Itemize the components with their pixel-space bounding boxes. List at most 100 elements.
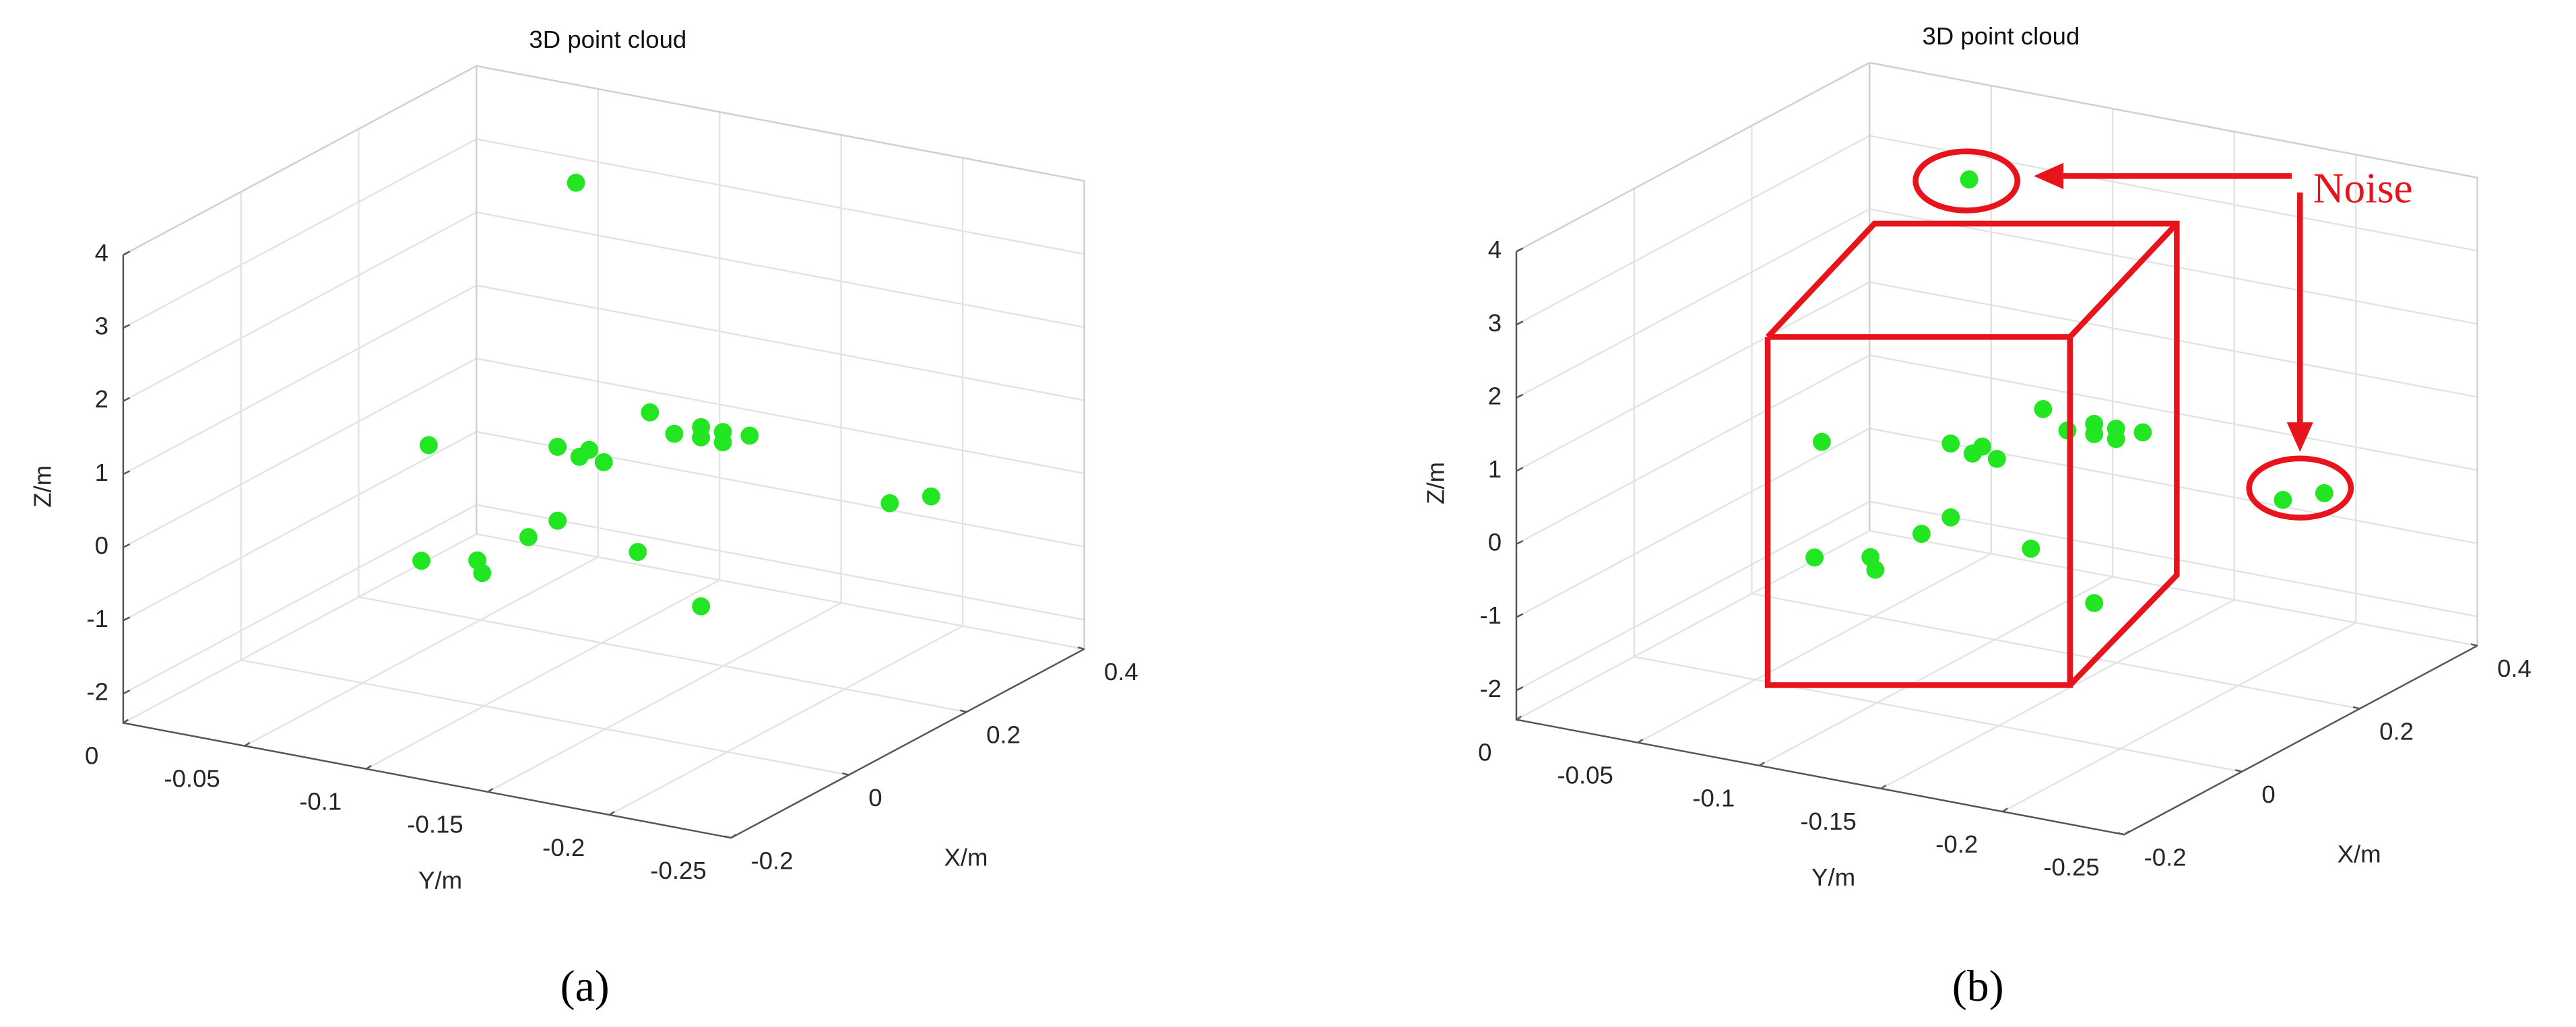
point <box>1866 560 1885 579</box>
tick-mark <box>244 741 251 747</box>
point <box>548 438 567 456</box>
point <box>548 511 567 530</box>
point <box>2315 484 2333 502</box>
point <box>713 433 732 452</box>
y-tick-label: -0.25 <box>2043 853 2099 881</box>
z-tick-label: 4 <box>95 239 108 267</box>
x-axis-label: X/m <box>2338 840 2381 868</box>
tick-mark <box>1516 247 1524 253</box>
point <box>1912 525 1931 543</box>
chart-title: 3D point cloud <box>529 26 686 53</box>
grid-line <box>1516 63 1871 721</box>
z-tick-label: 2 <box>1488 382 1502 409</box>
grid-line <box>244 89 599 747</box>
grid-line <box>1637 86 1993 743</box>
y-tick-label: -0.1 <box>299 788 342 816</box>
x-tick-label: 0.2 <box>2379 718 2414 746</box>
x-tick-label: 0 <box>868 784 882 811</box>
point <box>1813 432 1831 451</box>
x-tick-label: -0.2 <box>751 847 794 874</box>
grid-line <box>609 158 964 816</box>
point <box>567 173 585 192</box>
tick-mark <box>487 787 494 793</box>
x-tick-label: 0.4 <box>2497 655 2532 682</box>
point <box>692 428 711 446</box>
y-tick-label: -0.2 <box>542 834 585 861</box>
tick-mark <box>123 719 129 724</box>
x-tick-label: 0.2 <box>986 721 1021 748</box>
grid-line <box>2002 154 2357 813</box>
axis-line <box>122 255 1085 839</box>
point <box>2133 423 2152 442</box>
tick-mark <box>1077 647 1085 650</box>
grid-line <box>240 191 849 776</box>
point <box>580 440 599 459</box>
y-tick-label: -0.15 <box>1800 807 1856 835</box>
y-tick-label: -0.1 <box>1692 785 1735 812</box>
tick-mark <box>959 709 967 713</box>
point <box>665 424 684 443</box>
tick-mark <box>730 834 737 839</box>
z-tick-label: -1 <box>86 605 108 632</box>
tick-mark <box>123 251 131 256</box>
tick-mark <box>1637 738 1644 743</box>
point <box>692 597 711 616</box>
point <box>1960 170 1978 189</box>
z-tick-label: -2 <box>1480 675 1502 702</box>
point <box>594 453 613 471</box>
box-edge <box>2067 222 2179 339</box>
tick-mark <box>1516 613 1524 618</box>
tick-mark <box>123 324 131 329</box>
tick-mark <box>2123 830 2130 836</box>
tick-mark <box>123 470 131 475</box>
noise-circle <box>1912 148 2021 213</box>
z-tick-label: 0 <box>95 531 108 559</box>
tick-mark <box>2002 807 2008 813</box>
z-tick-label: 4 <box>1488 236 1502 263</box>
arrow-head <box>2034 162 2064 189</box>
z-axis-label: Z/m <box>29 465 57 508</box>
arrow-head <box>2286 422 2313 453</box>
point <box>2085 425 2104 444</box>
grid-line <box>1751 125 2360 710</box>
x-tick-label: 0 <box>2261 781 2275 808</box>
y-tick-label: -0.05 <box>164 764 220 792</box>
y-tick-label: 0 <box>1478 738 1491 766</box>
point <box>519 528 538 546</box>
noise-circle <box>2246 455 2354 521</box>
x-tick-label: -0.2 <box>2144 844 2187 871</box>
y-axis-label: Y/m <box>1811 863 1855 891</box>
y-tick-label: -0.05 <box>1557 762 1613 789</box>
tick-mark <box>366 764 372 770</box>
grid-line <box>487 135 842 793</box>
tick-mark <box>123 543 131 548</box>
chart-title: 3D point cloud <box>1922 22 2080 50</box>
box-edge <box>1516 61 2478 646</box>
grid-line <box>123 65 478 724</box>
z-tick-label: -1 <box>1480 601 1502 629</box>
z-tick-label: -2 <box>86 678 108 706</box>
tick-mark <box>123 690 131 695</box>
point <box>2022 539 2040 558</box>
point <box>880 494 899 512</box>
y-tick-label: -0.2 <box>1935 830 1978 858</box>
point <box>419 436 438 455</box>
grid-layer <box>122 61 2478 839</box>
y-tick-label: 0 <box>85 741 98 769</box>
point <box>2106 430 2125 449</box>
tick-mark <box>1516 467 1524 472</box>
point <box>1987 449 2006 468</box>
panel-label: (b) <box>1952 962 2004 1011</box>
tick-mark <box>2117 832 2125 836</box>
tick-mark <box>2235 769 2243 772</box>
z-tick-label: 1 <box>95 459 108 486</box>
point <box>473 564 492 583</box>
y-tick-label: -0.15 <box>407 811 463 838</box>
point <box>922 487 940 506</box>
grid-line <box>1759 108 2114 766</box>
tick-mark <box>1516 715 1522 721</box>
point <box>2034 400 2053 418</box>
point <box>2274 490 2292 509</box>
tick-mark <box>1516 539 1524 545</box>
